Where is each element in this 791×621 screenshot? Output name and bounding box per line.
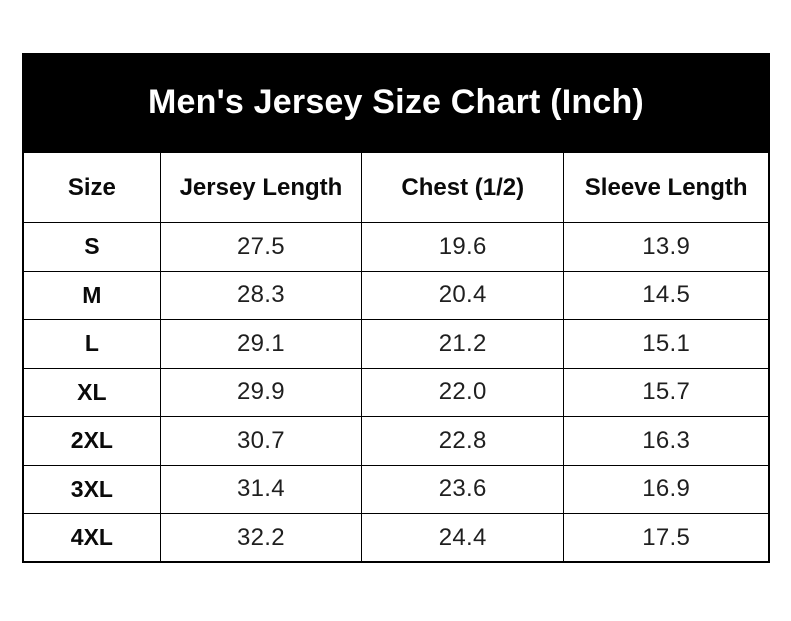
size-cell: 2XL xyxy=(22,416,161,466)
value-cell: 29.1 xyxy=(159,319,363,369)
value-cell: 16.3 xyxy=(563,416,770,466)
value-cell: 14.5 xyxy=(563,270,770,320)
value-cell: 16.9 xyxy=(563,464,770,514)
value-cell: 32.2 xyxy=(159,513,363,563)
value-cell: 28.3 xyxy=(159,270,363,320)
column-header: Size xyxy=(22,151,161,223)
value-cell: 13.9 xyxy=(563,222,770,272)
header-row: Size Jersey Length Chest (1/2) Sleeve Lengt… xyxy=(22,151,770,223)
table-row: L 29.1 21.2 15.1 xyxy=(22,319,770,369)
size-cell: 4XL xyxy=(22,513,161,563)
value-cell: 17.5 xyxy=(563,513,770,563)
size-cell: L xyxy=(22,319,161,369)
value-cell: 29.9 xyxy=(159,367,363,417)
size-cell: S xyxy=(22,222,161,272)
size-table: Size Jersey Length Chest (1/2) Sleeve Lengt… xyxy=(22,151,770,563)
value-cell: 24.4 xyxy=(361,513,565,563)
value-cell: 15.1 xyxy=(563,319,770,369)
value-cell: 23.6 xyxy=(361,464,565,514)
value-cell: 22.8 xyxy=(361,416,565,466)
table-body: S 27.5 19.6 13.9 M 28.3 20.4 14.5 L 29.1 21.2 15.1 X… xyxy=(22,222,770,563)
column-header: Sleeve Length xyxy=(563,151,770,223)
value-cell: 15.7 xyxy=(563,367,770,417)
table-row: 2XL 30.7 22.8 16.3 xyxy=(22,416,770,466)
title-banner: Men's Jersey Size Chart (Inch) xyxy=(22,53,770,151)
value-cell: 21.2 xyxy=(361,319,565,369)
size-cell: XL xyxy=(22,367,161,417)
table-row: S 27.5 19.6 13.9 xyxy=(22,222,770,272)
size-chart: Men's Jersey Size Chart (Inch) Size Jerse… xyxy=(22,53,770,563)
size-cell: M xyxy=(22,270,161,320)
value-cell: 22.0 xyxy=(361,367,565,417)
table-row: 4XL 32.2 24.4 17.5 xyxy=(22,513,770,563)
value-cell: 19.6 xyxy=(361,222,565,272)
column-header: Chest (1/2) xyxy=(361,151,565,223)
value-cell: 31.4 xyxy=(159,464,363,514)
table-row: 3XL 31.4 23.6 16.9 xyxy=(22,464,770,514)
column-header: Jersey Length xyxy=(159,151,363,223)
value-cell: 27.5 xyxy=(159,222,363,272)
page-title: Men's Jersey Size Chart (Inch) xyxy=(148,82,644,121)
value-cell: 20.4 xyxy=(361,270,565,320)
table-row: XL 29.9 22.0 15.7 xyxy=(22,367,770,417)
value-cell: 30.7 xyxy=(159,416,363,466)
size-cell: 3XL xyxy=(22,464,161,514)
table-row: M 28.3 20.4 14.5 xyxy=(22,270,770,320)
